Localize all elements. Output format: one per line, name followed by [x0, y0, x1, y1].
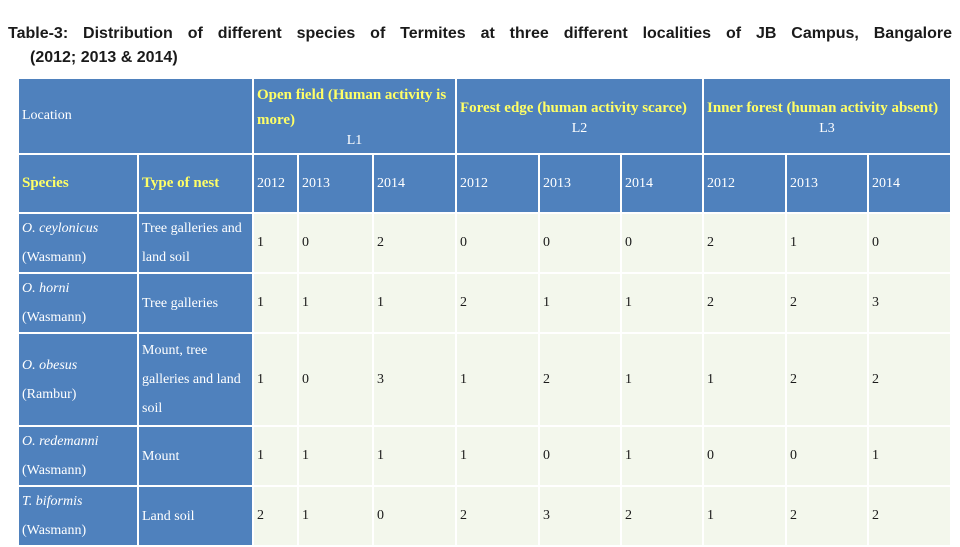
- species-author: (Wasmann): [22, 523, 87, 538]
- locality-name: Open field (Human activity is more): [257, 87, 447, 128]
- year-header: 2012: [704, 155, 785, 212]
- locality-name: Inner forest (human activity absent): [707, 99, 939, 116]
- species-author: (Wasmann): [22, 310, 87, 325]
- header-row-years: Species Type of nest 2012 2013 2014 2012…: [19, 155, 950, 212]
- year-header: 2014: [622, 155, 702, 212]
- count-cell: 2: [457, 487, 538, 545]
- year-header: 2014: [374, 155, 455, 212]
- species-author: (Wasmann): [22, 250, 87, 265]
- table-row: O. redemanni (Wasmann) Mount 1 1 1 1 0 1 …: [19, 427, 950, 485]
- location-label: Location: [22, 108, 72, 123]
- count-cell: 3: [374, 334, 455, 425]
- count-cell: 0: [540, 427, 620, 485]
- count-cell: 0: [299, 334, 372, 425]
- location-header: Location: [19, 79, 252, 153]
- nest-cell: Mount, tree galleries and land soil: [139, 334, 252, 425]
- count-cell: 0: [704, 427, 785, 485]
- locality-header-l1: Open field (Human activity is more) L1: [254, 79, 455, 153]
- count-cell: 2: [787, 487, 867, 545]
- count-cell: 1: [787, 214, 867, 272]
- locality-header-l2: Forest edge (human activity scarce) L2: [457, 79, 702, 153]
- count-cell: 1: [254, 214, 297, 272]
- count-cell: 1: [704, 334, 785, 425]
- nest-cell: Tree galleries and land soil: [139, 214, 252, 272]
- species-author: (Rambur): [22, 386, 77, 402]
- count-cell: 2: [787, 334, 867, 425]
- species-cell: O. ceylonicus (Wasmann): [19, 214, 137, 272]
- species-name: O. redemanni: [22, 434, 99, 449]
- species-cell: O. horni (Wasmann): [19, 274, 137, 332]
- count-cell: 2: [374, 214, 455, 272]
- header-row-locality: Location Open field (Human activity is m…: [19, 79, 950, 153]
- count-cell: 1: [254, 274, 297, 332]
- count-cell: 0: [299, 214, 372, 272]
- year-header: 2013: [540, 155, 620, 212]
- count-cell: 0: [787, 427, 867, 485]
- count-cell: 1: [254, 427, 297, 485]
- count-cell: 1: [299, 487, 372, 545]
- count-cell: 1: [622, 334, 702, 425]
- count-cell: 1: [622, 427, 702, 485]
- count-cell: 2: [704, 214, 785, 272]
- count-cell: 0: [540, 214, 620, 272]
- count-cell: 2: [704, 274, 785, 332]
- year-header: 2014: [869, 155, 950, 212]
- year-header: 2013: [299, 155, 372, 212]
- count-cell: 2: [787, 274, 867, 332]
- count-cell: 2: [540, 334, 620, 425]
- count-cell: 2: [254, 487, 297, 545]
- count-cell: 0: [869, 214, 950, 272]
- species-name: O. ceylonicus: [22, 221, 99, 236]
- locality-code: L2: [571, 120, 588, 136]
- count-cell: 1: [704, 487, 785, 545]
- count-cell: 0: [622, 214, 702, 272]
- species-cell: O. redemanni (Wasmann): [19, 427, 137, 485]
- count-cell: 1: [299, 274, 372, 332]
- count-cell: 1: [299, 427, 372, 485]
- count-cell: 2: [869, 334, 950, 425]
- count-cell: 0: [457, 214, 538, 272]
- species-name: O. obesus: [22, 357, 78, 373]
- count-cell: 2: [869, 487, 950, 545]
- year-header: 2013: [787, 155, 867, 212]
- count-cell: 1: [540, 274, 620, 332]
- species-name: O. horni: [22, 281, 70, 296]
- count-cell: 0: [374, 487, 455, 545]
- table-row: O. ceylonicus (Wasmann) Tree galleries an…: [19, 214, 950, 272]
- count-cell: 2: [457, 274, 538, 332]
- count-cell: 1: [457, 334, 538, 425]
- table-title: Table-3: Distribution of different speci…: [8, 25, 952, 42]
- species-author: (Wasmann): [22, 463, 87, 478]
- table-row: O. horni (Wasmann) Tree galleries 1 1 1 2…: [19, 274, 950, 332]
- species-cell: O. obesus (Rambur): [19, 334, 137, 425]
- table-row: T. biformis (Wasmann) Land soil 2 1 0 2 3…: [19, 487, 950, 545]
- count-cell: 1: [254, 334, 297, 425]
- count-cell: 1: [374, 274, 455, 332]
- locality-header-l3: Inner forest (human activity absent) L3: [704, 79, 950, 153]
- count-cell: 3: [540, 487, 620, 545]
- table-subtitle: (2012; 2013 & 2014): [30, 49, 178, 66]
- nest-cell: Land soil: [139, 487, 252, 545]
- count-cell: 2: [622, 487, 702, 545]
- count-cell: 1: [374, 427, 455, 485]
- count-cell: 3: [869, 274, 950, 332]
- distribution-table: Location Open field (Human activity is m…: [17, 77, 952, 547]
- locality-code: L1: [346, 133, 363, 148]
- year-header: 2012: [254, 155, 297, 212]
- species-name: T. biformis: [22, 494, 83, 509]
- locality-code: L3: [819, 120, 835, 136]
- count-cell: 1: [869, 427, 950, 485]
- year-header: 2012: [457, 155, 538, 212]
- species-cell: T. biformis (Wasmann): [19, 487, 137, 545]
- count-cell: 1: [457, 427, 538, 485]
- nest-cell: Mount: [139, 427, 252, 485]
- count-cell: 1: [622, 274, 702, 332]
- species-header: Species: [19, 155, 137, 212]
- nest-type-header: Type of nest: [139, 155, 252, 212]
- locality-name: Forest edge (human activity scarce): [460, 99, 687, 116]
- table-row: O. obesus (Rambur) Mount, tree galleries …: [19, 334, 950, 425]
- nest-cell: Tree galleries: [139, 274, 252, 332]
